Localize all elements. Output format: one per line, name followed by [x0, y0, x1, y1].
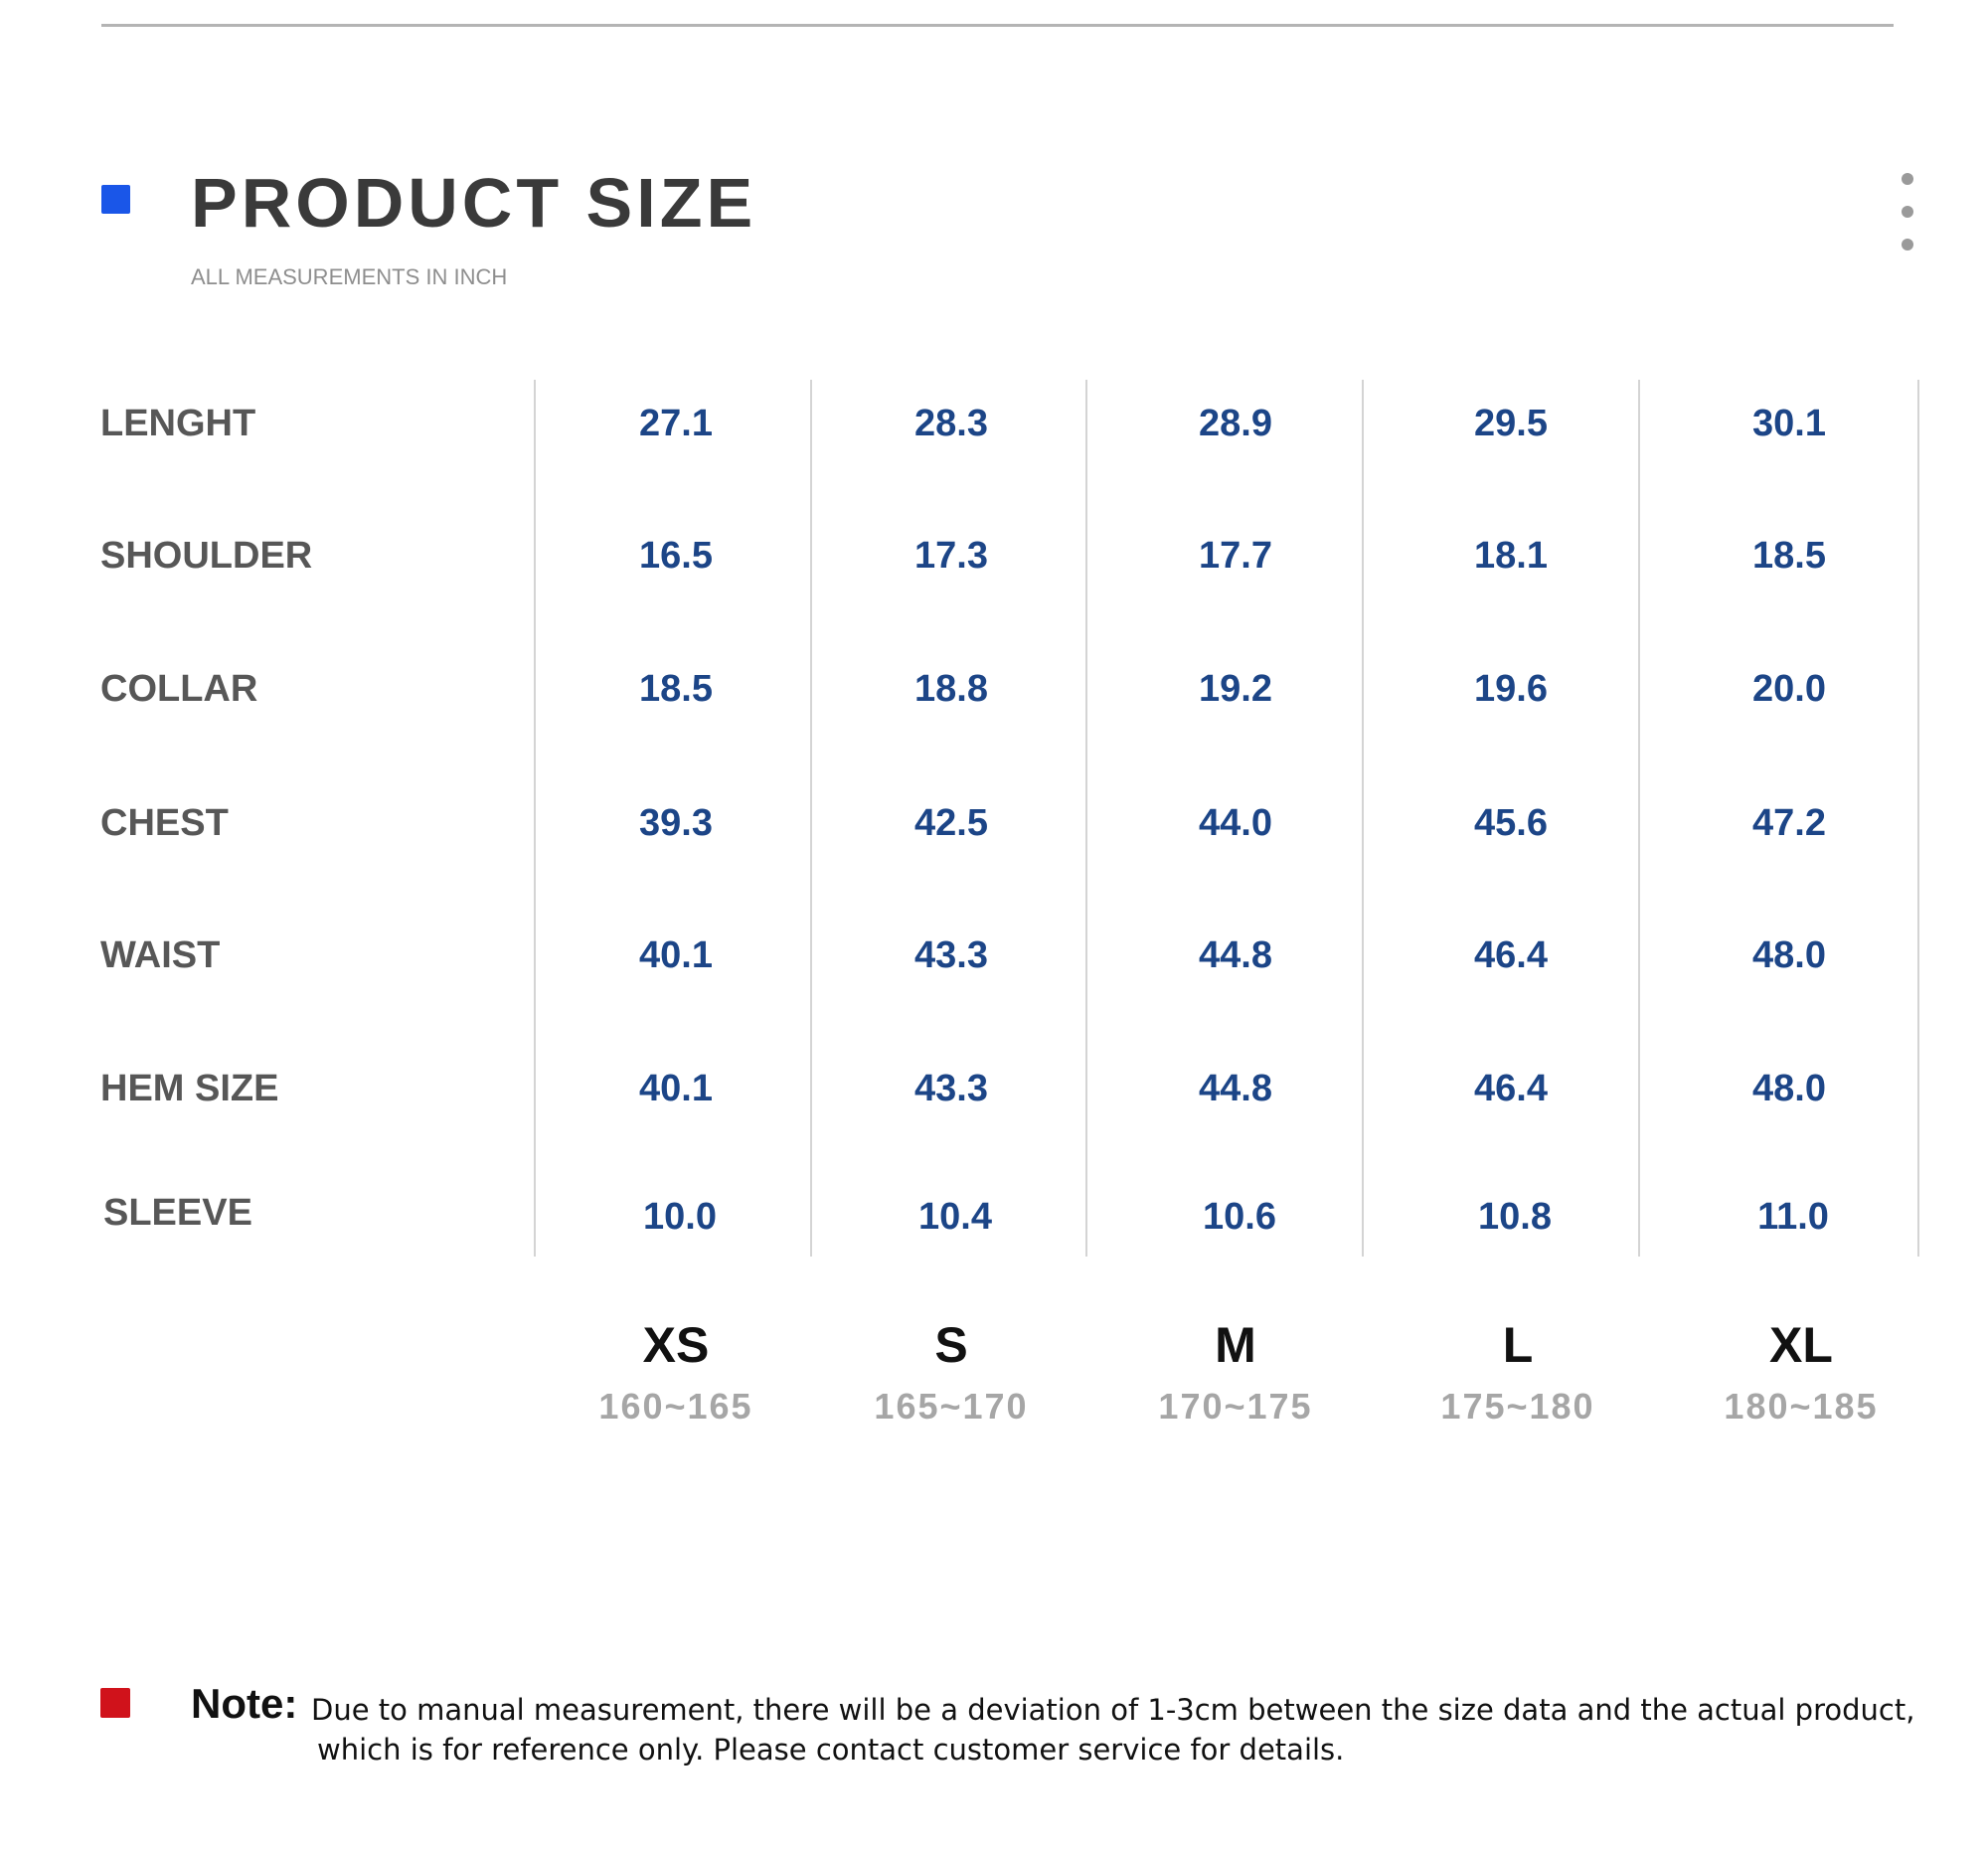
- row-label: WAIST: [100, 934, 221, 976]
- measurement-cell: 48.0: [1752, 934, 1826, 976]
- height-range-label: 180~185: [1724, 1386, 1879, 1427]
- row-label: COLLAR: [100, 668, 258, 710]
- size-label: XS: [642, 1317, 710, 1373]
- measurement-cell: 18.5: [639, 668, 713, 710]
- note-text-line-1: Due to manual measurement, there will be…: [311, 1693, 1915, 1727]
- measurement-cell: 46.4: [1474, 1068, 1548, 1109]
- measurement-cell: 17.7: [1199, 535, 1272, 577]
- measurement-cell: 10.4: [918, 1196, 992, 1238]
- measurement-cell: 44.0: [1199, 802, 1272, 844]
- note-label: Note:: [191, 1680, 298, 1727]
- measurement-cell: 10.6: [1203, 1196, 1276, 1238]
- measurement-cell: 11.0: [1757, 1196, 1829, 1238]
- measurement-cell: 30.1: [1752, 403, 1826, 444]
- measurement-cell: 43.3: [914, 1068, 988, 1109]
- measurement-cell: 19.6: [1474, 668, 1548, 710]
- top-divider: [101, 24, 1894, 27]
- row-label: SHOULDER: [100, 535, 313, 577]
- measurement-cell: 44.8: [1199, 934, 1272, 976]
- measurement-cell: 18.1: [1474, 535, 1548, 577]
- measurement-cell: 47.2: [1752, 802, 1826, 844]
- measurement-cell: 46.4: [1474, 934, 1548, 976]
- measurement-cell: 39.3: [639, 802, 713, 844]
- measurement-cell: 28.3: [914, 403, 988, 444]
- column-divider: [1638, 380, 1640, 1257]
- measurement-cell: 18.8: [914, 668, 988, 710]
- row-label: LENGHT: [100, 403, 256, 444]
- size-label: M: [1215, 1317, 1256, 1373]
- size-label: L: [1502, 1317, 1534, 1373]
- measurement-cell: 28.9: [1199, 403, 1272, 444]
- measurement-cell: 44.8: [1199, 1068, 1272, 1109]
- size-label: S: [934, 1317, 968, 1373]
- row-label: HEM SIZE: [100, 1068, 279, 1109]
- measurement-cell: 10.0: [643, 1196, 717, 1238]
- height-range-label: 160~165: [598, 1386, 753, 1427]
- height-range-label: 170~175: [1158, 1386, 1313, 1427]
- measurement-cell: 17.3: [914, 535, 988, 577]
- measurement-cell: 10.8: [1478, 1196, 1552, 1238]
- height-range-label: 175~180: [1440, 1386, 1595, 1427]
- note-text-line-2: which is for reference only. Please cont…: [317, 1733, 1345, 1767]
- row-label: SLEEVE: [103, 1192, 252, 1234]
- measurement-cell: 20.0: [1752, 668, 1826, 710]
- note-marker-square: [100, 1688, 130, 1718]
- measurement-cell: 29.5: [1474, 403, 1548, 444]
- column-divider: [1362, 380, 1364, 1257]
- measurement-cell: 42.5: [914, 802, 988, 844]
- measurement-cell: 16.5: [639, 535, 713, 577]
- column-divider: [1917, 380, 1919, 1257]
- measurement-cell: 40.1: [639, 934, 713, 976]
- measurement-cell: 27.1: [639, 403, 713, 444]
- column-divider: [1085, 380, 1087, 1257]
- column-divider: [810, 380, 812, 1257]
- row-label: CHEST: [100, 802, 229, 844]
- measurement-cell: 45.6: [1474, 802, 1548, 844]
- measurement-cell: 40.1: [639, 1068, 713, 1109]
- size-label: XL: [1769, 1317, 1833, 1373]
- measurement-cell: 18.5: [1752, 535, 1826, 577]
- column-divider: [534, 380, 536, 1257]
- height-range-label: 165~170: [874, 1386, 1029, 1427]
- vertical-ellipsis-icon[interactable]: [1893, 169, 1922, 254]
- page-title: PRODUCT SIZE: [191, 164, 757, 242]
- measurement-cell: 19.2: [1199, 668, 1272, 710]
- title-marker-square: [101, 185, 130, 214]
- measurement-unit-caption: ALL MEASUREMENTS IN INCH: [191, 264, 508, 289]
- measurement-cell: 43.3: [914, 934, 988, 976]
- measurement-cell: 48.0: [1752, 1068, 1826, 1109]
